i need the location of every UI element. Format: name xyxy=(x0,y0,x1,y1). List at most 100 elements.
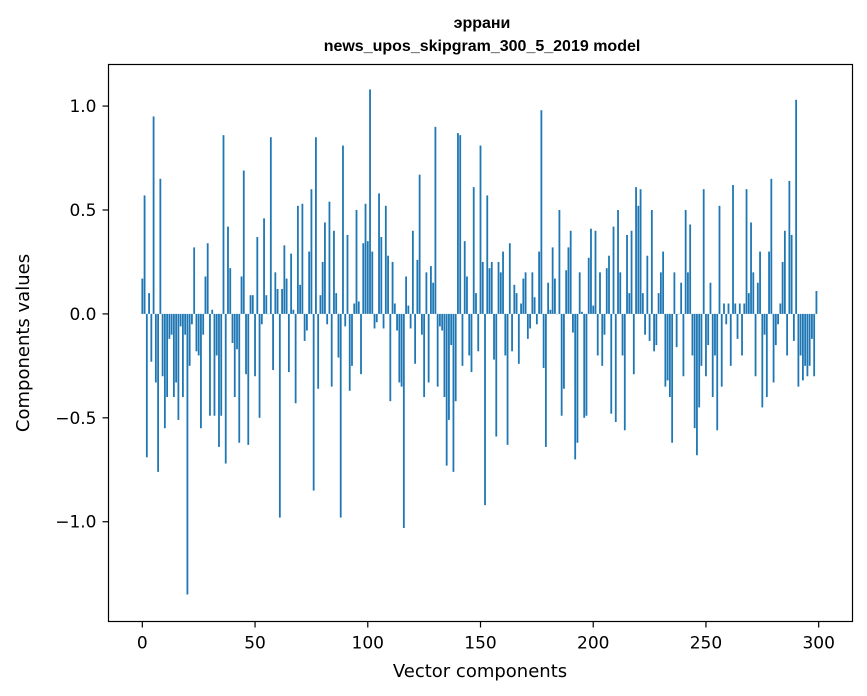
bar-32 xyxy=(213,313,216,416)
bar-193 xyxy=(576,313,579,443)
bar-126 xyxy=(425,272,428,314)
bar-281 xyxy=(774,313,777,346)
bar-226 xyxy=(650,209,653,314)
bar-186 xyxy=(560,313,563,416)
bar-12 xyxy=(168,313,171,339)
bar-127 xyxy=(427,313,430,383)
bar-130 xyxy=(434,126,437,314)
bar-149 xyxy=(477,313,480,352)
bar-151 xyxy=(481,261,484,314)
bar-180 xyxy=(547,282,550,314)
bar-63 xyxy=(283,245,286,314)
bar-255 xyxy=(716,313,719,431)
bar-177 xyxy=(540,110,543,314)
bar-31 xyxy=(211,309,214,314)
bar-34 xyxy=(218,313,220,447)
bar-155 xyxy=(490,261,493,314)
bar-164 xyxy=(511,313,513,352)
y-axis-ticks: −1.0 −0.5 0.0 0.5 1.0 xyxy=(55,97,109,533)
bar-256 xyxy=(718,205,721,314)
bar-48 xyxy=(249,295,252,314)
bar-173 xyxy=(531,272,534,314)
bar-5 xyxy=(152,116,155,314)
bar-162 xyxy=(506,313,509,445)
bar-14 xyxy=(172,313,175,398)
bar-289 xyxy=(792,313,795,341)
bar-152 xyxy=(484,313,486,506)
bar-280 xyxy=(772,313,775,383)
bar-3 xyxy=(148,293,150,314)
bar-230 xyxy=(659,272,662,314)
bar-250 xyxy=(705,313,707,377)
bar-80 xyxy=(321,261,324,314)
bar-267 xyxy=(743,303,746,314)
bar-36 xyxy=(222,135,225,314)
bar-185 xyxy=(558,209,561,314)
bar-100 xyxy=(366,241,369,314)
x-axis-label: Vector components xyxy=(393,661,567,682)
bar-78 xyxy=(317,313,320,389)
bar-138 xyxy=(452,313,455,472)
bar-297 xyxy=(811,313,813,339)
bar-53 xyxy=(260,313,263,325)
bar-26 xyxy=(200,313,202,429)
bar-257 xyxy=(720,313,723,387)
bar-187 xyxy=(563,313,565,389)
bar-172 xyxy=(529,313,531,329)
bar-123 xyxy=(418,174,421,314)
bar-227 xyxy=(653,313,655,352)
bar-153 xyxy=(486,195,489,314)
bar-229 xyxy=(657,293,660,314)
bar-20 xyxy=(186,313,189,595)
bar-79 xyxy=(319,295,322,314)
bar-209 xyxy=(612,226,615,314)
x-tick-label: 300 xyxy=(802,634,834,654)
bar-275 xyxy=(761,313,764,408)
bar-241 xyxy=(684,209,687,314)
y-tick-label: −0.5 xyxy=(55,409,96,429)
bar-73 xyxy=(306,313,308,331)
bar-7 xyxy=(157,313,159,472)
bar-8 xyxy=(159,178,162,314)
bar-46 xyxy=(245,313,247,375)
bar-54 xyxy=(263,218,265,314)
bar-41 xyxy=(233,313,236,398)
bar-216 xyxy=(628,293,631,314)
bar-283 xyxy=(779,303,782,314)
bar-101 xyxy=(369,89,371,314)
bar-99 xyxy=(364,203,367,314)
plot-frame xyxy=(107,63,854,623)
bar-167 xyxy=(517,313,520,364)
bar-50 xyxy=(254,313,256,377)
bar-134 xyxy=(443,313,446,398)
bar-284 xyxy=(781,261,784,314)
bar-128 xyxy=(430,266,432,314)
bar-157 xyxy=(495,313,498,437)
x-tick-label: 150 xyxy=(464,634,496,654)
bar-11 xyxy=(166,313,169,398)
bar-88 xyxy=(339,313,342,518)
x-axis-ticks: 0 50 100 150 200 250 300 xyxy=(137,621,835,654)
bar-104 xyxy=(375,313,378,323)
bar-159 xyxy=(499,272,502,314)
bar-179 xyxy=(544,313,547,447)
bar-188 xyxy=(565,270,568,314)
bar-55 xyxy=(265,295,268,314)
bar-294 xyxy=(804,313,807,366)
bar-105 xyxy=(378,193,380,314)
bar-287 xyxy=(788,180,791,314)
bar-165 xyxy=(513,284,516,314)
bar-117 xyxy=(405,276,407,314)
bar-254 xyxy=(714,313,716,356)
bar-4 xyxy=(150,313,153,362)
bar-154 xyxy=(488,268,491,314)
bar-175 xyxy=(535,313,538,325)
bar-279 xyxy=(770,178,773,314)
bar-76 xyxy=(312,313,315,491)
bar-9 xyxy=(161,313,164,377)
bar-61 xyxy=(278,313,281,518)
bar-113 xyxy=(396,313,398,331)
bars xyxy=(141,89,818,595)
bar-6 xyxy=(154,313,157,383)
